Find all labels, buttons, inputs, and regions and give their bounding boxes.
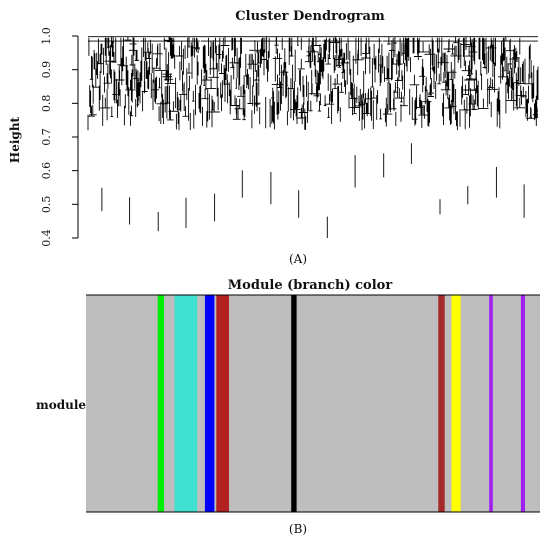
- dendrogram-caption: (A): [289, 252, 307, 266]
- module-color-title: Module (branch) color: [228, 278, 393, 293]
- dendrogram-y-axis: 0.4 0.5 0.6 0.7 0.8 0.9 1.0: [40, 27, 79, 247]
- module-color-band: [204, 295, 215, 512]
- y-tick-label: 1.0: [40, 27, 53, 45]
- module-color-caption: (B): [289, 522, 307, 536]
- module-color-band: [451, 295, 461, 512]
- dendrogram-branches: [87, 36, 539, 238]
- y-tick-label: 0.8: [40, 95, 53, 113]
- y-tick-label: 0.9: [40, 61, 53, 79]
- module-color-band: [438, 295, 445, 512]
- dendrogram-tree: [87, 36, 539, 238]
- dendrogram-ylabel: Height: [8, 116, 22, 163]
- y-tick-label: 0.5: [40, 196, 53, 214]
- module-color-band: [291, 295, 297, 512]
- module-color-bands: [157, 295, 525, 512]
- dendrogram-panel: Cluster Dendrogram Height 0.40.50.60.70.…: [8, 9, 539, 266]
- module-color-band: [520, 295, 525, 512]
- module-row-label: module: [36, 398, 86, 412]
- module-color-background: [86, 295, 540, 512]
- y-tick-label: 0.7: [40, 128, 53, 146]
- module-color-band: [157, 295, 165, 512]
- module-color-band: [489, 295, 493, 512]
- module-color-band: [174, 295, 198, 512]
- module-color-band: [216, 295, 229, 512]
- dendrogram-title: Cluster Dendrogram: [235, 9, 385, 24]
- module-color-panel: Module (branch) color module (B): [36, 278, 540, 536]
- y-tick-label: 0.4: [40, 229, 53, 247]
- y-tick-label: 0.6: [40, 162, 53, 180]
